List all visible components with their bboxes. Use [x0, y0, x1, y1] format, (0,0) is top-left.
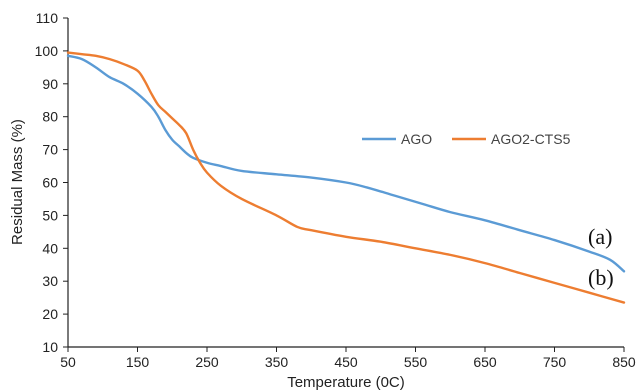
annotation-label: (a)	[588, 224, 612, 249]
y-tick-label: 30	[42, 273, 58, 289]
series-line-ago2-cts5	[66, 51, 626, 304]
legend-label: AGO2-CTS5	[491, 131, 571, 147]
x-ticks: 50 150 250 350 450 550 650 750 850	[60, 347, 636, 370]
y-tick-label: 40	[42, 240, 58, 256]
legend-label: AGO	[401, 131, 432, 147]
x-tick-label: 850	[612, 354, 636, 370]
x-tick-label: 50	[60, 354, 76, 370]
y-tick-label: 110	[36, 10, 59, 26]
annotation-label: (b)	[588, 265, 614, 290]
annotations: (a) (b)	[588, 224, 614, 290]
x-tick-label: 450	[334, 354, 358, 370]
y-axis-title: Residual Mass (%)	[9, 119, 26, 245]
y-ticks: 10 20 30 40 50 60 70 80 90 100 110	[35, 10, 68, 355]
legend: AGO AGO2-CTS5	[362, 131, 571, 147]
series-lines	[66, 51, 626, 304]
x-axis-title: Temperature (0C)	[287, 374, 405, 391]
y-tick-label: 90	[42, 76, 58, 92]
y-tick-label: 20	[42, 306, 58, 322]
y-tick-label: 10	[42, 339, 58, 355]
x-tick-label: 550	[404, 354, 428, 370]
y-tick-label: 60	[42, 175, 58, 191]
series-line-ago	[66, 54, 626, 273]
y-tick-label: 80	[42, 109, 58, 125]
x-tick-label: 650	[473, 354, 497, 370]
y-tick-label: 70	[42, 142, 58, 158]
x-tick-label: 150	[126, 354, 150, 370]
x-tick-label: 750	[543, 354, 567, 370]
x-tick-label: 250	[195, 354, 219, 370]
y-tick-label: 50	[42, 207, 58, 223]
y-tick-label: 100	[35, 43, 59, 59]
x-tick-label: 350	[265, 354, 289, 370]
